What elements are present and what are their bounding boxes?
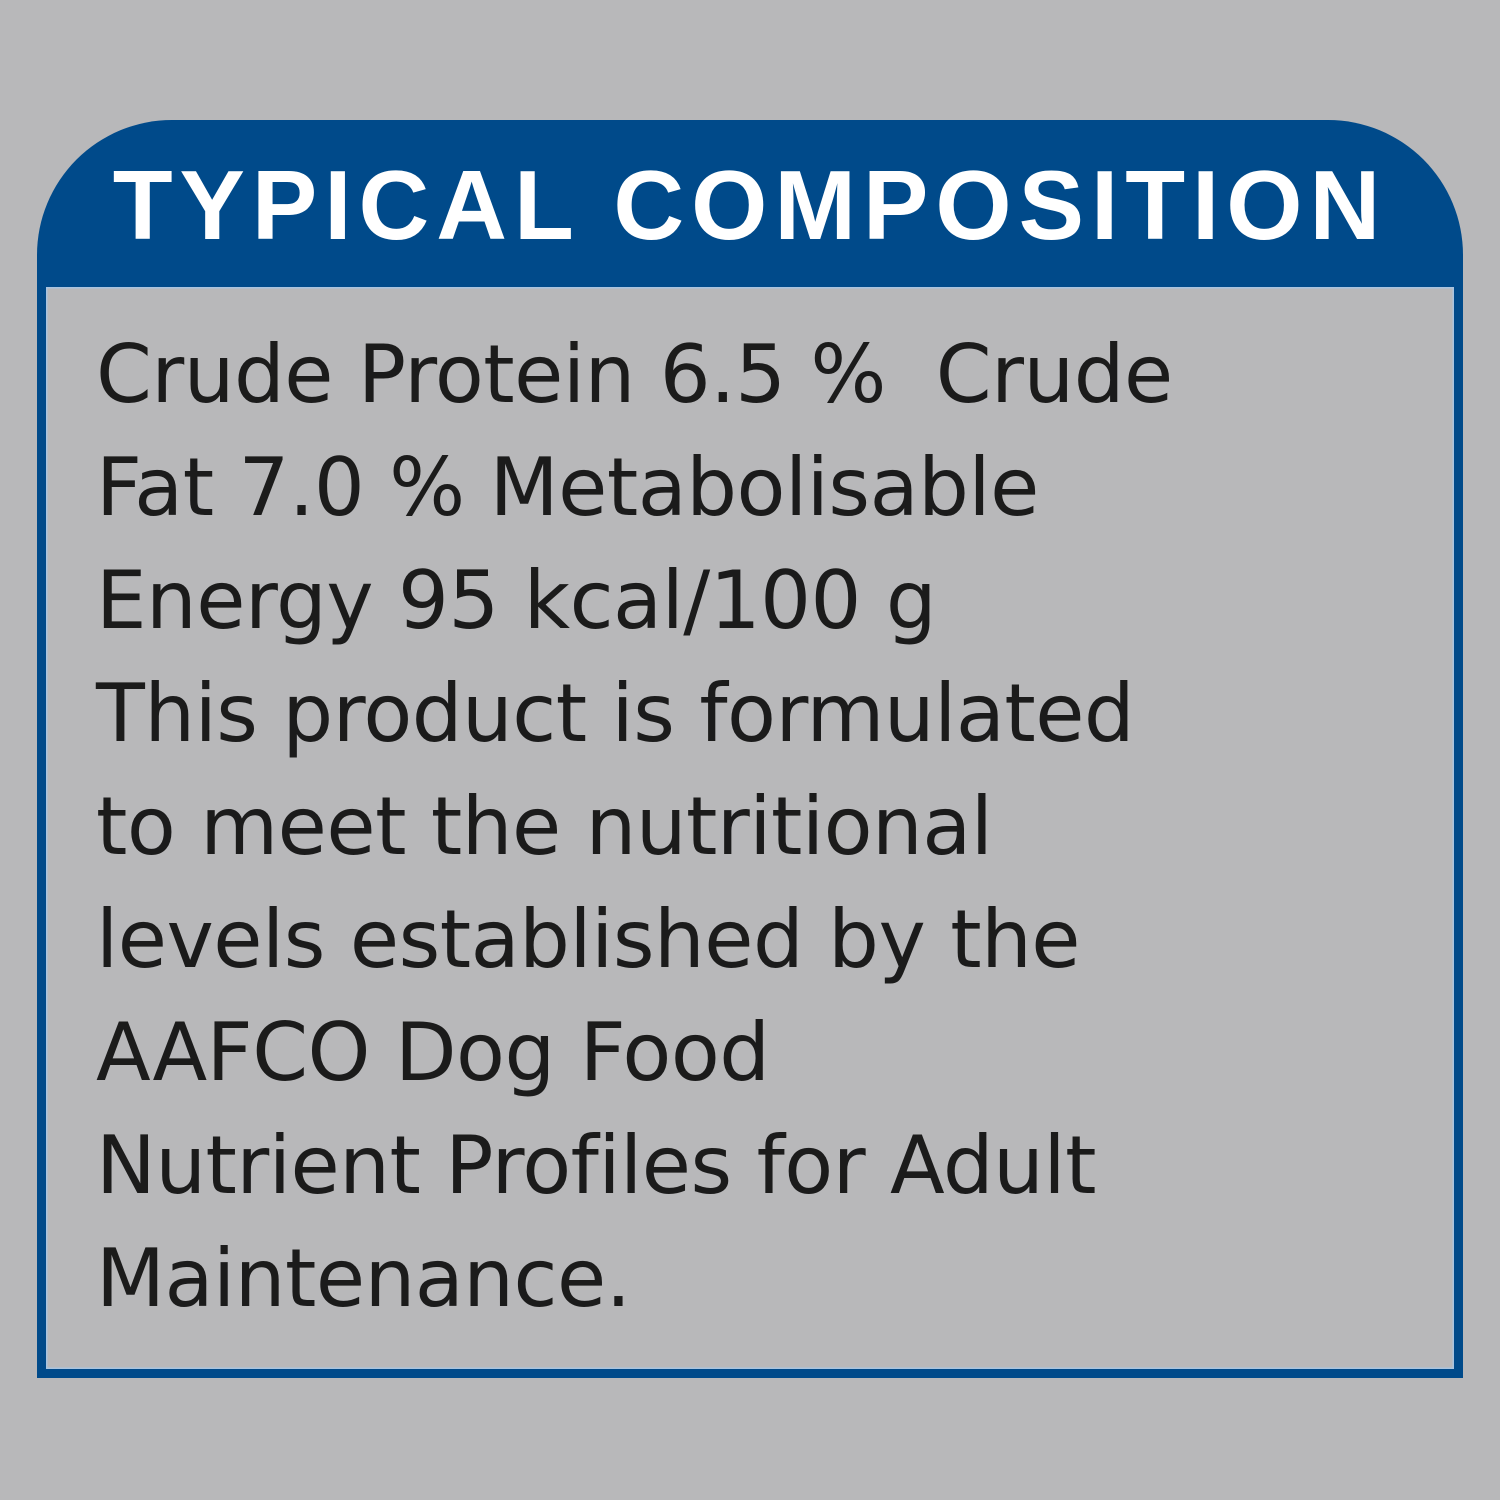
composition-line: Nutrient Profiles for Adult	[96, 1119, 1096, 1212]
composition-panel: TYPICAL COMPOSITION Crude Protein 6.5 % …	[37, 120, 1463, 1378]
composition-body: Crude Protein 6.5 % Crude Fat 7.0 % Meta…	[46, 287, 1454, 1369]
composition-line: Energy 95 kcal/100 g	[96, 554, 937, 647]
composition-line: Fat 7.0 % Metabolisable	[96, 441, 1039, 534]
composition-line: AAFCO Dog Food	[96, 1006, 770, 1099]
composition-line: to meet the nutritional	[96, 780, 993, 873]
composition-line: levels established by the	[96, 893, 1081, 986]
composition-line: Crude Protein 6.5 % Crude	[96, 328, 1173, 421]
panel-title: TYPICAL COMPOSITION	[112, 150, 1388, 260]
composition-line: Maintenance.	[96, 1232, 631, 1325]
composition-line: This product is formulated	[96, 667, 1135, 760]
